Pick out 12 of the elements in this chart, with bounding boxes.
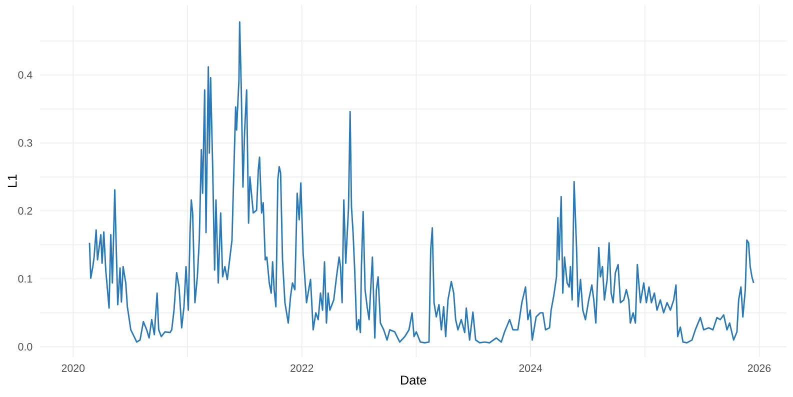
x-tick-label: 2026	[748, 364, 771, 372]
y-axis-title: L1	[8, 174, 17, 187]
y-tick-label: 0.4	[18, 71, 32, 79]
y-tick-label: 0.0	[18, 343, 32, 351]
y-tick-label: 0.1	[18, 275, 32, 283]
y-tick-label: 0.3	[18, 139, 32, 147]
x-axis-title: Date	[401, 376, 426, 385]
x-tick-label: 2022	[290, 364, 314, 372]
x-tick-label: 2020	[62, 364, 85, 372]
x-tick-label: 2024	[519, 364, 542, 372]
line-series	[88, 21, 754, 344]
y-tick-label: 0.2	[18, 207, 32, 215]
